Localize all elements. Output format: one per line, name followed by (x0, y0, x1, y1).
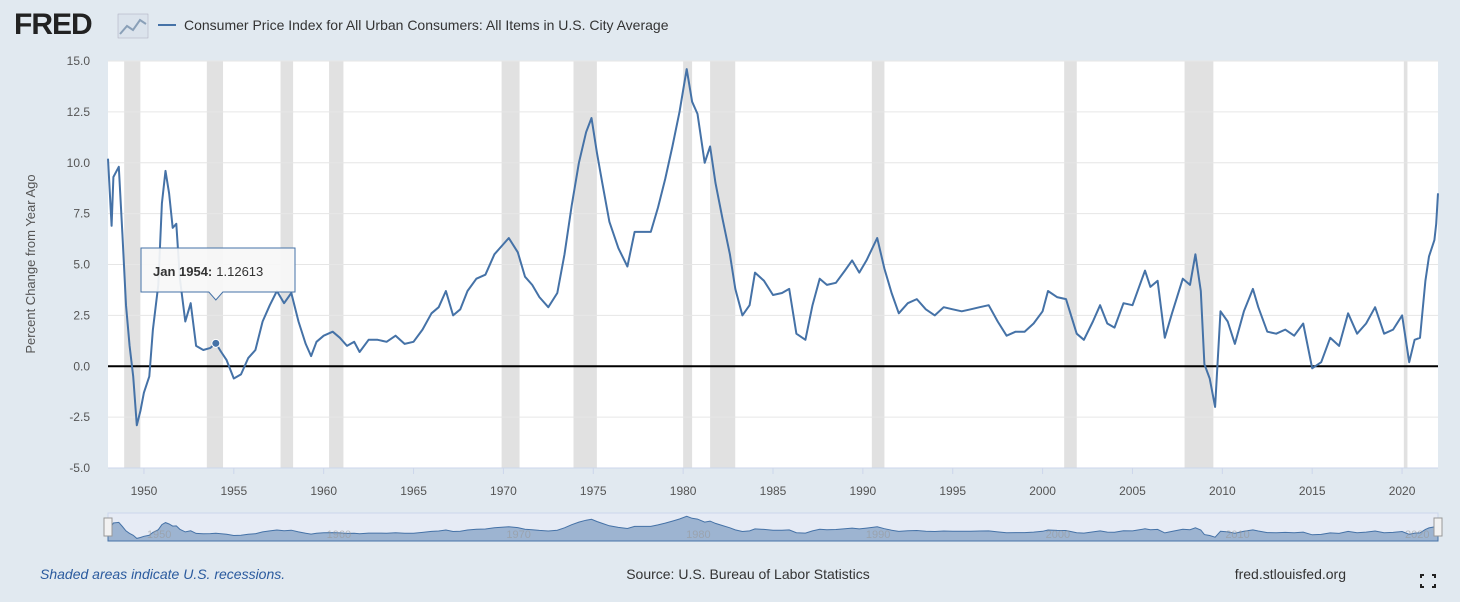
tooltip-label: Jan 1954: (153, 264, 212, 279)
recession-note[interactable]: Shaded areas indicate U.S. recessions. (40, 566, 285, 582)
x-tick-label: 1965 (400, 484, 427, 498)
x-tick-label: 1955 (220, 484, 247, 498)
x-tick-label: 1990 (850, 484, 877, 498)
tooltip-value: 1.12613 (216, 264, 263, 279)
navigator-handle[interactable] (1433, 517, 1443, 537)
navigator-tick-label: 2010 (1225, 529, 1249, 541)
x-tick-label: 1980 (670, 484, 697, 498)
x-tick-label: 1995 (939, 484, 966, 498)
y-tick-label: -5.0 (69, 461, 90, 475)
y-tick-label: 0.0 (73, 359, 90, 373)
navigator-tick-label: 2020 (1405, 529, 1429, 541)
x-tick-label: 2010 (1209, 484, 1236, 498)
site-link[interactable]: fred.stlouisfed.org (1235, 566, 1346, 582)
y-tick-label: 12.5 (67, 105, 91, 119)
navigator-tick-label: 1970 (506, 529, 530, 541)
tooltip-marker (211, 338, 221, 348)
source-note: Source: U.S. Bureau of Labor Statistics (626, 566, 870, 582)
x-tick-label: 1950 (131, 484, 158, 498)
data-line (107, 68, 1439, 427)
y-tick-label: 10.0 (67, 156, 91, 170)
x-tick-label: 2015 (1299, 484, 1326, 498)
y-tick-label: 7.5 (73, 207, 90, 221)
y-tick-label: -2.5 (69, 410, 90, 424)
navigator-tick-label: 1960 (327, 529, 351, 541)
x-tick-label: 1970 (490, 484, 517, 498)
x-tick-label: 1960 (310, 484, 337, 498)
x-tick-label: 1985 (760, 484, 787, 498)
x-tick-label: 2005 (1119, 484, 1146, 498)
tooltip-text: Jan 1954: 1.12613 (153, 264, 263, 279)
x-tick-label: 1975 (580, 484, 607, 498)
y-tick-label: 15.0 (67, 54, 91, 68)
logo-icon (117, 13, 149, 39)
navigator-area (107, 515, 1439, 542)
navigator-tick-label: 2000 (1046, 529, 1070, 541)
y-tick-label: 5.0 (73, 258, 90, 272)
x-tick-label: 2020 (1389, 484, 1416, 498)
logo: FRED (14, 8, 92, 41)
navigator-tick-label: 1980 (686, 529, 710, 541)
y-tick-label: 2.5 (73, 308, 90, 322)
navigator-tick-label: 1990 (866, 529, 890, 541)
tooltip-box (140, 247, 296, 301)
fullscreen-icon[interactable] (1420, 574, 1436, 588)
y-axis-title: Percent Change from Year Ago (23, 174, 38, 353)
x-tick-label: 2000 (1029, 484, 1056, 498)
legend-label: Consumer Price Index for All Urban Consu… (184, 17, 669, 33)
navigator-tick-label: 1950 (147, 529, 171, 541)
navigator-handle[interactable] (103, 517, 113, 537)
